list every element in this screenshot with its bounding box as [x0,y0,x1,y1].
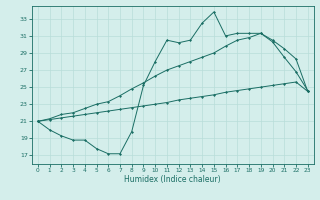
X-axis label: Humidex (Indice chaleur): Humidex (Indice chaleur) [124,175,221,184]
